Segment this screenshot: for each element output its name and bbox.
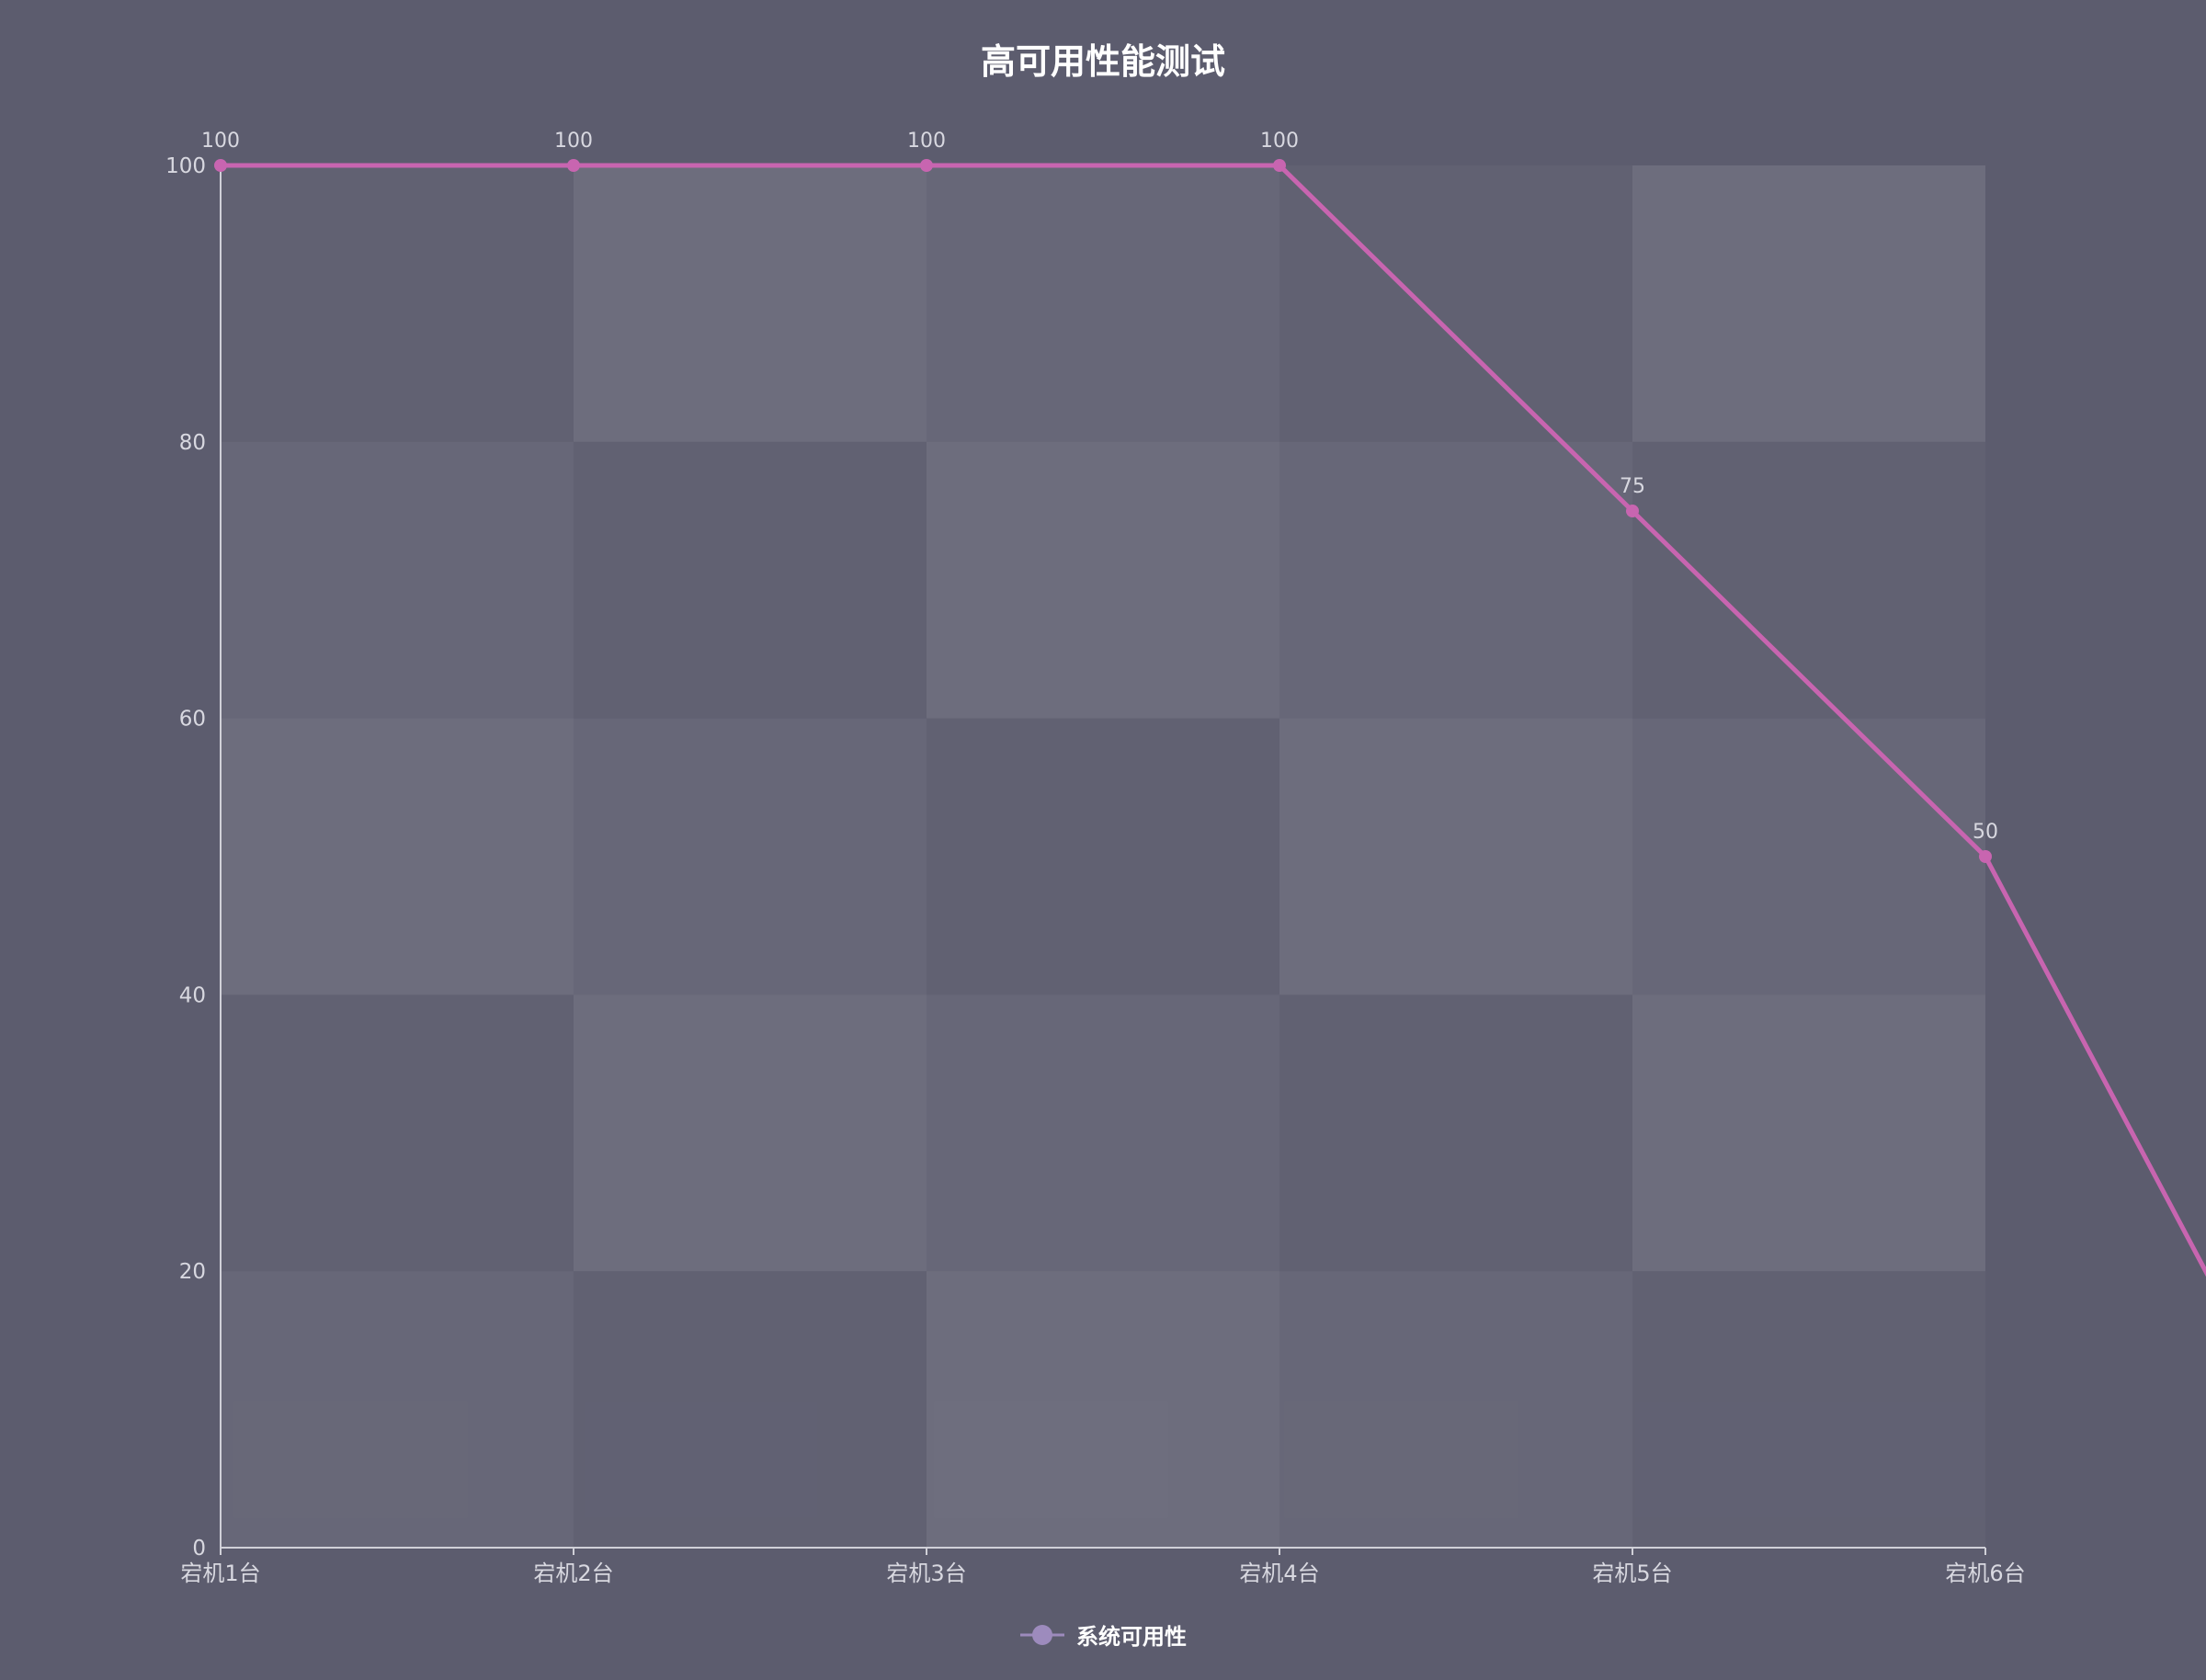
grid-cell <box>1279 441 1632 719</box>
grid-cell <box>1632 718 1985 995</box>
grid-cell <box>221 441 574 719</box>
data-point[interactable] <box>1626 505 1639 517</box>
legend[interactable]: 系统可用性 <box>1020 1624 1187 1650</box>
chart-title: 高可用性能测试 <box>981 41 1225 82</box>
grid-cell <box>1279 994 1632 1271</box>
data-label: 100 <box>554 130 593 153</box>
grid-cell <box>1632 1271 1985 1548</box>
data-label: 100 <box>1260 130 1299 153</box>
data-label: 100 <box>907 130 946 153</box>
axes <box>220 165 1985 1549</box>
grid-cell <box>221 718 574 995</box>
grid-cell <box>927 719 1279 995</box>
x-tick-label: 宕机4台 <box>1239 1561 1319 1586</box>
x-tick-label: 宕机6台 <box>1945 1561 2025 1586</box>
grid-cell <box>221 165 574 442</box>
grid-cell <box>221 1271 574 1548</box>
data-label: 50 <box>1973 821 1998 844</box>
data-label: 75 <box>1620 475 1645 498</box>
data-point[interactable] <box>214 159 227 172</box>
data-labels: 100 100 100 100 75 50 <box>201 130 1998 844</box>
y-tick-label: 40 <box>179 983 206 1007</box>
grid-cell <box>574 165 927 442</box>
grid-cell <box>1632 994 1985 1272</box>
x-tick-label: 宕机3台 <box>886 1561 966 1586</box>
legend-dot-icon <box>1032 1625 1052 1645</box>
grid-cell <box>927 441 1279 719</box>
data-point[interactable] <box>1273 159 1286 172</box>
series-layer <box>214 159 2206 1277</box>
x-tick-label: 宕机5台 <box>1592 1561 1672 1586</box>
y-axis-ticks: 0 20 40 60 80 100 <box>165 154 206 1561</box>
grid-cell <box>927 1271 1279 1548</box>
data-point[interactable] <box>1979 850 1992 863</box>
x-axis-ticks: 宕机1台 宕机2台 宕机3台 宕机4台 宕机5台 宕机6台 <box>180 1548 2026 1586</box>
grid-cell <box>1279 1271 1632 1548</box>
legend-label: 系统可用性 <box>1076 1624 1187 1650</box>
grid-cell <box>574 718 927 995</box>
x-tick-label: 宕机1台 <box>180 1561 260 1586</box>
y-tick-label: 80 <box>179 431 206 455</box>
grid-background <box>221 165 1985 1548</box>
grid-cell <box>1632 442 1985 719</box>
y-tick-label: 0 <box>192 1537 206 1561</box>
grid-cell <box>927 165 1279 442</box>
grid-cell <box>927 994 1279 1272</box>
grid-cell <box>1279 718 1632 995</box>
data-point[interactable] <box>567 159 580 172</box>
grid-cell <box>574 1271 927 1548</box>
grid-cell <box>574 994 927 1272</box>
grid-cell <box>221 994 574 1271</box>
data-point[interactable] <box>920 159 933 172</box>
y-tick-label: 100 <box>165 154 206 178</box>
x-tick-label: 宕机2台 <box>533 1561 613 1586</box>
data-label: 100 <box>201 130 240 153</box>
grid-cell <box>1279 165 1632 442</box>
y-tick-label: 20 <box>179 1260 206 1284</box>
grid-cell <box>574 442 927 719</box>
grid-cell <box>1632 165 1985 442</box>
y-tick-label: 60 <box>179 708 206 732</box>
